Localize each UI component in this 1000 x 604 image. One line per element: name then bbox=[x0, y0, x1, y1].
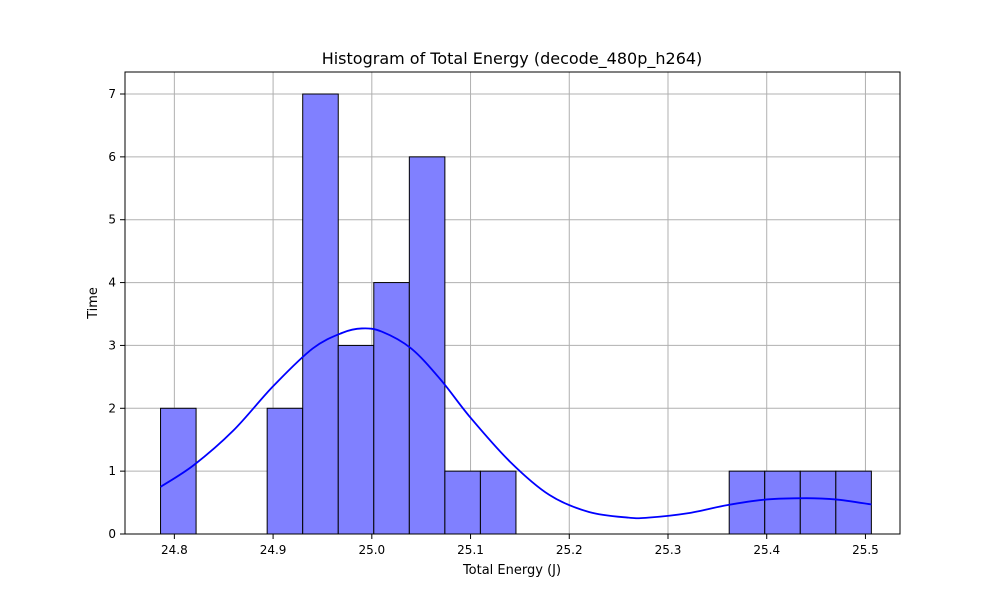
x-tick-label: 24.8 bbox=[161, 543, 188, 557]
x-axis-label: Total Energy (J) bbox=[462, 563, 561, 578]
histogram-bar bbox=[373, 282, 410, 535]
y-tick-label: 2 bbox=[108, 401, 116, 415]
bars-layer bbox=[160, 93, 872, 535]
x-tick-label: 25.5 bbox=[852, 543, 879, 557]
histogram-bar bbox=[266, 407, 304, 535]
x-tick-label: 25.3 bbox=[655, 543, 682, 557]
x-tick-label: 25.1 bbox=[457, 543, 484, 557]
histogram-bar bbox=[302, 93, 339, 535]
histogram-bar bbox=[799, 470, 837, 535]
x-axis-ticks: 24.8 24.9 25.0 25.1 25.2 25.3 25.4 25.5 bbox=[161, 534, 879, 557]
histogram-bar bbox=[479, 470, 517, 535]
y-tick-label: 5 bbox=[108, 213, 116, 227]
chart-title: Histogram of Total Energy (decode_480p_h… bbox=[322, 49, 703, 69]
kde-layer bbox=[160, 327, 872, 520]
plot-frame bbox=[124, 71, 901, 535]
histogram-bar bbox=[160, 407, 197, 535]
kde-curve bbox=[160, 327, 872, 520]
y-tick-label: 0 bbox=[108, 527, 116, 541]
x-tick-label: 24.9 bbox=[260, 543, 287, 557]
y-tick-label: 4 bbox=[108, 276, 116, 290]
x-tick-label: 25.4 bbox=[753, 543, 780, 557]
y-axis-ticks: 0 1 2 3 4 5 6 7 bbox=[108, 87, 125, 541]
y-tick-label: 7 bbox=[108, 87, 116, 101]
histogram-bar bbox=[764, 470, 801, 535]
y-tick-label: 6 bbox=[108, 150, 116, 164]
histogram-bar bbox=[408, 156, 446, 535]
x-tick-label: 25.2 bbox=[556, 543, 583, 557]
y-tick-label: 1 bbox=[108, 464, 116, 478]
x-tick-label: 25.0 bbox=[358, 543, 385, 557]
y-tick-label: 3 bbox=[108, 338, 116, 352]
y-axis-label: Time bbox=[86, 287, 101, 320]
histogram-bar bbox=[444, 470, 481, 535]
histogram-bar bbox=[337, 344, 375, 535]
